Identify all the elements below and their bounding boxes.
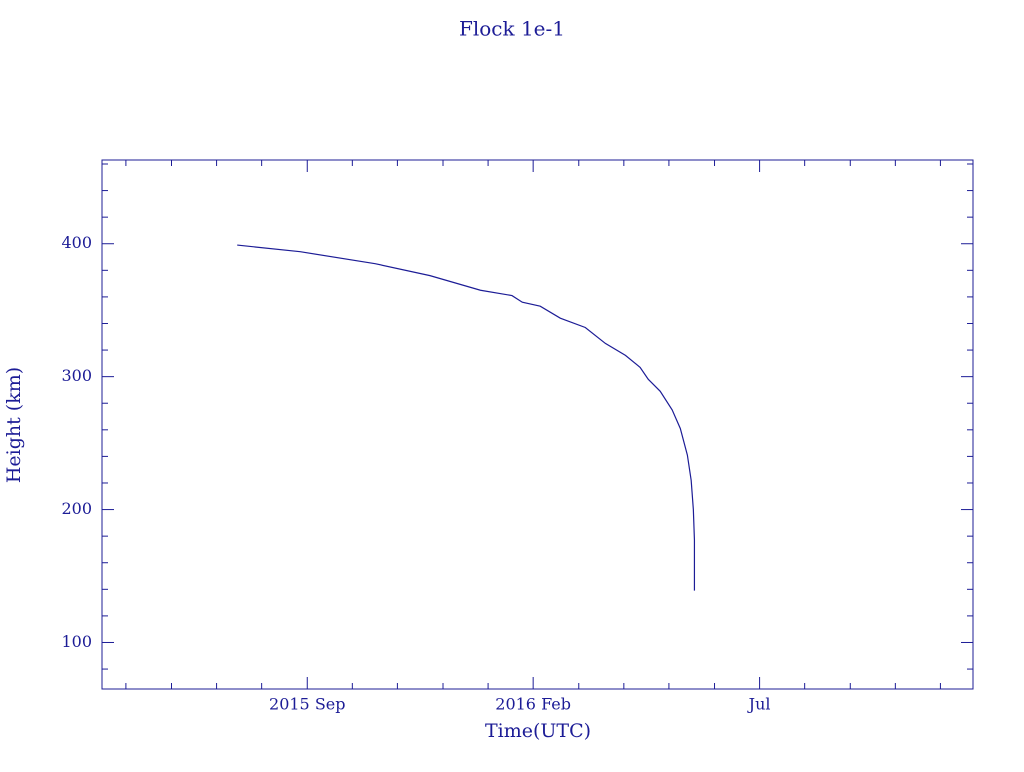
y-tick-label: 100 bbox=[61, 632, 92, 651]
y-tick-label: 200 bbox=[61, 499, 92, 518]
y-tick-label: 400 bbox=[61, 233, 92, 252]
chart-title: Flock 1e-1 bbox=[459, 17, 565, 41]
plot-frame bbox=[101, 159, 974, 690]
y-tick-label: 300 bbox=[61, 366, 92, 385]
x-axis-label: Time(UTC) bbox=[485, 720, 591, 742]
data-line bbox=[237, 244, 696, 591]
x-tick-label: Jul bbox=[747, 695, 771, 714]
x-tick-label: 2015 Sep bbox=[269, 695, 345, 714]
y-axis-label: Height (km) bbox=[3, 367, 25, 483]
x-tick-label: 2016 Feb bbox=[495, 695, 571, 714]
